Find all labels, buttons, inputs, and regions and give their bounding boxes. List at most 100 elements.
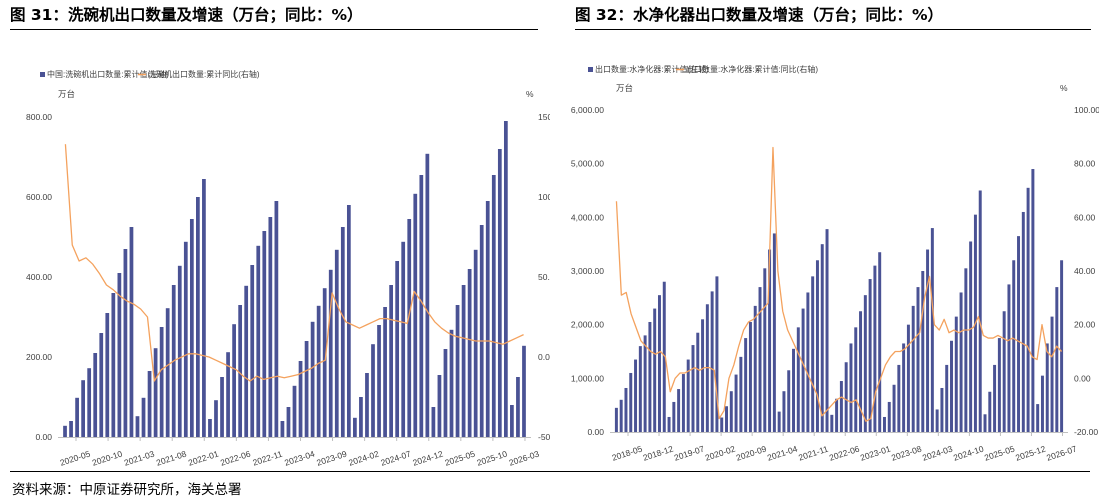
x-tick-label: 2018-05 — [611, 443, 644, 462]
x-tick-label: 2024-03 — [921, 443, 954, 462]
bar — [815, 260, 819, 432]
legend-label-line: 出口数量:水净化器:累计值:同比(右轴) — [686, 64, 818, 74]
x-tick-label: 2025-05 — [983, 443, 1016, 462]
bar — [959, 292, 963, 432]
bar — [1026, 187, 1030, 432]
bar — [777, 411, 781, 432]
bar — [906, 324, 910, 432]
bar — [232, 324, 236, 437]
right-tick-label: 0.00 — [1074, 373, 1091, 383]
bar — [280, 421, 285, 437]
bar — [1036, 404, 1040, 432]
bar — [657, 295, 661, 432]
bar — [461, 285, 466, 437]
right-tick-label: 50.00 — [538, 272, 550, 282]
bar — [892, 384, 896, 432]
bar — [298, 361, 303, 437]
left-tick-label: 0.00 — [35, 432, 52, 442]
bar — [159, 327, 164, 437]
x-tick-label: 2022-11 — [251, 449, 283, 468]
yoy-growth-line — [615, 146, 1063, 422]
right-tick-label: 150.00 — [538, 112, 550, 122]
bar — [667, 416, 671, 432]
bar — [292, 385, 297, 437]
x-tick-label: 2024-12 — [411, 448, 444, 467]
bar — [334, 249, 339, 437]
bar — [954, 316, 958, 432]
right-tick-label: 60.00 — [1074, 212, 1096, 222]
bar — [377, 325, 381, 437]
bar — [147, 371, 152, 437]
bar — [346, 205, 351, 437]
bar — [328, 269, 333, 437]
bar — [286, 407, 291, 437]
figure-31-title: 图 31：洗碗机出口数量及增速（万台；同比：%） — [10, 6, 363, 24]
bar — [844, 362, 848, 432]
bar — [129, 227, 134, 437]
bar — [63, 425, 67, 437]
right-tick-label: -50.00 — [538, 432, 550, 442]
left-axis-unit: 万台 — [58, 89, 75, 99]
bar — [1045, 343, 1049, 432]
bar — [930, 228, 934, 432]
bar — [105, 313, 110, 437]
x-tick-label: 2025-10 — [476, 448, 509, 467]
left-axis-unit: 万台 — [616, 83, 633, 93]
bar — [238, 305, 243, 437]
bar — [93, 353, 98, 437]
bar — [681, 374, 685, 432]
bar — [1002, 311, 1006, 432]
bar — [983, 414, 987, 432]
bar — [725, 406, 728, 432]
right-tick-label: 20.00 — [1074, 320, 1096, 330]
bar — [208, 419, 212, 437]
x-tick-label: 2020-02 — [704, 443, 737, 462]
bar — [135, 416, 140, 437]
bar — [978, 190, 982, 432]
bar — [691, 345, 695, 432]
bar — [69, 421, 73, 437]
x-tick-label: 2019-07 — [673, 443, 706, 462]
bar — [634, 359, 638, 432]
bar — [882, 416, 886, 432]
bar — [997, 338, 1001, 432]
bar — [839, 381, 843, 432]
bar — [431, 407, 436, 437]
bar — [503, 121, 508, 437]
legend-swatch-bars — [40, 72, 45, 77]
bar — [787, 370, 791, 432]
bar — [772, 233, 776, 432]
bar — [763, 268, 767, 432]
x-tick-label: 2022-01 — [187, 448, 220, 467]
bar — [455, 305, 460, 437]
bar — [916, 287, 920, 432]
dishwasher-export-chart: 中国:洗碗机出口数量:累计值(左轴)洗碗机出口数量:累计同比(右轴) 万台 % 0.0… — [26, 69, 550, 468]
bar — [1012, 260, 1016, 432]
bar — [407, 219, 412, 437]
right-tick-label: 0.00 — [538, 352, 550, 362]
left-tick-label: 200.00 — [26, 352, 52, 362]
x-tick-label: 2023-01 — [859, 443, 892, 462]
x-tick-label: 2023-04 — [283, 448, 316, 467]
bar — [614, 407, 618, 432]
bar — [964, 268, 968, 432]
left-tick-label: 6,000.00 — [571, 105, 604, 115]
bar — [863, 295, 867, 432]
x-tick-label: 2026-03 — [508, 448, 541, 467]
bar — [830, 414, 834, 432]
yoy-growth-line — [64, 144, 524, 382]
bar — [969, 241, 973, 432]
bar — [497, 149, 502, 437]
bar — [316, 305, 321, 437]
legend-label-bars: 出口数量:水净化器:累计值(左轴) — [595, 64, 709, 74]
bar — [825, 229, 829, 432]
bar — [701, 319, 705, 432]
x-tick-label: 2023-09 — [315, 448, 348, 467]
bar — [897, 364, 901, 432]
bar — [859, 311, 863, 432]
bar — [214, 400, 218, 437]
bar — [672, 401, 676, 432]
bar — [365, 373, 369, 437]
legend-label-bars: 中国:洗碗机出口数量:累计值(左轴) — [47, 69, 169, 79]
bar — [449, 329, 454, 437]
